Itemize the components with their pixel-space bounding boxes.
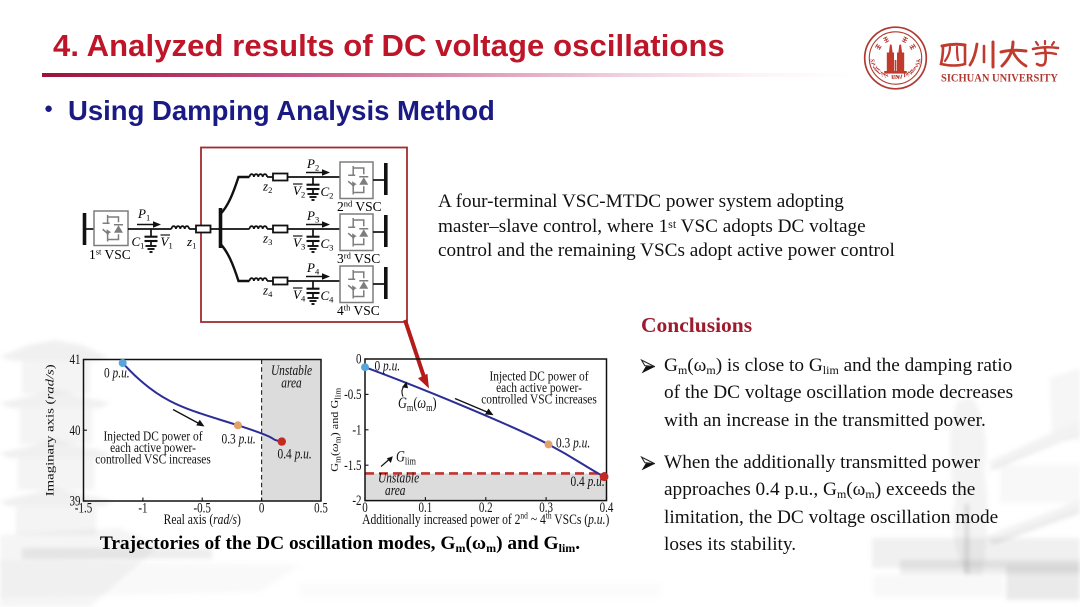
svg-text:-2: -2 — [352, 493, 361, 509]
svg-text:V1: V1 — [161, 234, 173, 251]
svg-text:SICHUAN UNIVERSITY: SICHUAN UNIVERSITY — [941, 73, 1059, 85]
svg-text:controlled VSC increases: controlled VSC increases — [95, 452, 211, 467]
svg-text:V4: V4 — [293, 287, 306, 304]
svg-text:V: V — [901, 73, 908, 81]
svg-text:Y: Y — [914, 58, 921, 64]
svg-text:Unstable: Unstable — [378, 470, 419, 485]
svg-text:-0.5: -0.5 — [193, 500, 210, 516]
svg-text:-1: -1 — [138, 500, 147, 516]
svg-text:4th VSC: 4th VSC — [337, 303, 380, 319]
svg-text:0: 0 — [356, 351, 361, 367]
svg-text:controlled VSC increases: controlled VSC increases — [481, 392, 597, 407]
svg-text:Injected DC power of: Injected DC power of — [490, 369, 590, 384]
svg-text:I: I — [871, 61, 878, 66]
svg-text:C3: C3 — [321, 236, 334, 253]
svg-text:0 p.u.: 0 p.u. — [375, 358, 401, 373]
svg-text:each active power-: each active power- — [496, 380, 582, 395]
svg-text:1896: 1896 — [891, 76, 901, 81]
svg-text:I: I — [899, 74, 903, 81]
svg-text:C4: C4 — [321, 288, 335, 305]
svg-text:R: R — [907, 69, 915, 77]
svg-text:-1: -1 — [352, 422, 361, 438]
svg-text:3rd VSC: 3rd VSC — [337, 251, 380, 267]
svg-text:0.4 p.u.: 0.4 p.u. — [571, 474, 605, 489]
svg-text:C2: C2 — [321, 184, 334, 201]
svg-text:Injected DC power of: Injected DC power of — [104, 429, 204, 444]
svg-text:0.1: 0.1 — [419, 500, 433, 516]
svg-text:C1: C1 — [132, 234, 145, 251]
svg-text:each active power-: each active power- — [110, 440, 196, 455]
svg-text:S: S — [870, 58, 876, 63]
svg-text:H: H — [874, 66, 882, 74]
svg-text:0.3: 0.3 — [539, 500, 553, 516]
svg-text:-1.5: -1.5 — [344, 457, 361, 473]
svg-text:z2: z2 — [262, 179, 272, 196]
svg-text:39: 39 — [70, 493, 81, 509]
svg-text:Unstable: Unstable — [271, 363, 312, 378]
svg-text:-1.5: -1.5 — [75, 500, 92, 516]
svg-text:2nd VSC: 2nd VSC — [337, 199, 382, 215]
svg-text:0.5: 0.5 — [314, 500, 328, 516]
svg-text:Additionally increased power o: Additionally increased power of 2nd ~ 4t… — [362, 510, 609, 528]
svg-text:0.3 p.u.: 0.3 p.u. — [556, 435, 590, 450]
svg-text:z4: z4 — [262, 283, 273, 300]
svg-text:N: N — [895, 75, 900, 81]
svg-text:I: I — [912, 65, 919, 70]
svg-text:Real axis (rad/s): Real axis (rad/s) — [164, 511, 241, 528]
svg-text:T: T — [913, 61, 920, 67]
svg-text:S: S — [910, 67, 917, 74]
svg-text:Glim: Glim — [396, 449, 417, 468]
svg-text:P2: P2 — [306, 156, 319, 173]
svg-text:0: 0 — [362, 500, 367, 516]
svg-text:0 p.u.: 0 p.u. — [104, 365, 130, 380]
svg-text:Gm(ωm) and Glim: Gm(ωm) and Glim — [329, 387, 343, 472]
svg-text:z1: z1 — [186, 234, 196, 251]
svg-text:P3: P3 — [306, 208, 319, 225]
svg-text:0.4 p.u.: 0.4 p.u. — [278, 446, 312, 461]
svg-text:40: 40 — [70, 422, 81, 438]
svg-text:area: area — [281, 375, 301, 390]
svg-text:E: E — [905, 71, 912, 78]
svg-text:P1: P1 — [137, 206, 150, 223]
svg-text:-0.5: -0.5 — [344, 387, 361, 403]
svg-text:0.4: 0.4 — [600, 500, 614, 516]
svg-text:N: N — [883, 72, 890, 80]
svg-text:Imaginary axis (rad/s): Imaginary axis (rad/s) — [45, 364, 57, 496]
svg-text:z3: z3 — [262, 231, 272, 248]
svg-text:C: C — [872, 64, 879, 71]
svg-text:A: A — [880, 71, 887, 79]
svg-text:41: 41 — [70, 352, 81, 368]
svg-text:U: U — [891, 75, 896, 81]
svg-text:0.2: 0.2 — [479, 500, 493, 516]
svg-text:V2: V2 — [293, 183, 305, 200]
svg-text:V3: V3 — [293, 235, 305, 252]
svg-text:1st VSC: 1st VSC — [89, 247, 131, 263]
svg-text:U: U — [877, 69, 885, 77]
svg-text:Gm(ωm): Gm(ωm) — [398, 396, 437, 415]
svg-text:0.3 p.u.: 0.3 p.u. — [222, 431, 256, 446]
svg-text:P4: P4 — [306, 260, 320, 277]
svg-text:area: area — [385, 483, 405, 498]
svg-text:0: 0 — [259, 500, 264, 516]
